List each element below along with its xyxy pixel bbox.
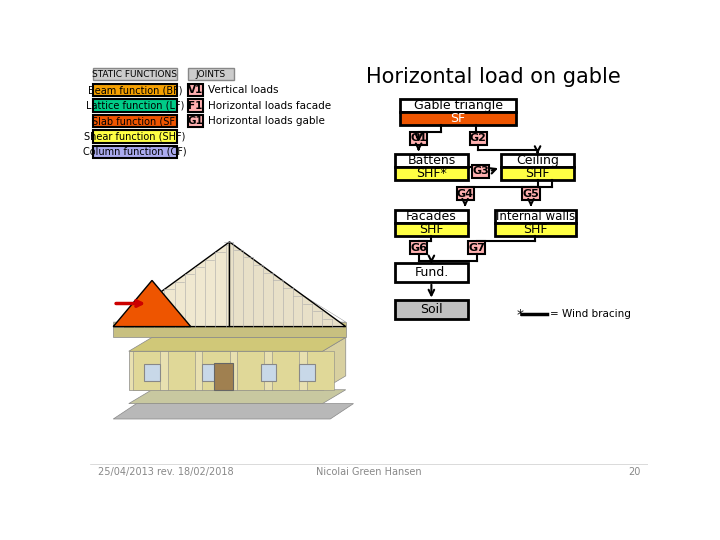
- Bar: [395, 167, 468, 180]
- Bar: [395, 222, 468, 236]
- Text: Battens: Battens: [408, 154, 456, 167]
- Text: Horizontal load on gable: Horizontal load on gable: [366, 67, 621, 87]
- Bar: [500, 167, 575, 180]
- Bar: [500, 154, 575, 167]
- Polygon shape: [129, 338, 346, 351]
- Text: SHF*: SHF*: [416, 167, 447, 180]
- Bar: [472, 165, 489, 178]
- Text: G4: G4: [456, 189, 474, 199]
- Bar: [495, 210, 576, 222]
- Bar: [93, 68, 177, 80]
- Text: = Wind bracing: = Wind bracing: [550, 309, 631, 319]
- Text: 20: 20: [628, 467, 640, 477]
- Bar: [272, 351, 300, 390]
- Text: SF: SF: [451, 112, 466, 125]
- Text: Fund.: Fund.: [414, 266, 449, 279]
- Bar: [93, 146, 177, 158]
- Bar: [395, 154, 468, 167]
- Text: G2: G2: [470, 133, 487, 143]
- Bar: [168, 351, 194, 390]
- Polygon shape: [129, 390, 346, 403]
- Bar: [395, 300, 468, 319]
- Text: JOINTS: JOINTS: [196, 70, 226, 78]
- Bar: [93, 84, 177, 96]
- Text: Ceiling: Ceiling: [516, 154, 559, 167]
- Text: Column function (CF): Column function (CF): [83, 147, 186, 157]
- Text: Slab function (SF): Slab function (SF): [91, 116, 179, 126]
- Text: Nicolai Green Hansen: Nicolai Green Hansen: [316, 467, 422, 477]
- Text: G7: G7: [468, 242, 485, 253]
- Bar: [410, 132, 427, 145]
- Bar: [400, 99, 516, 112]
- Text: G1: G1: [187, 116, 203, 126]
- Text: *: *: [516, 308, 523, 322]
- Text: Gable triangle: Gable triangle: [413, 99, 503, 112]
- Text: Beam function (BF): Beam function (BF): [88, 85, 182, 95]
- Bar: [456, 187, 474, 200]
- Polygon shape: [323, 338, 346, 390]
- Text: G6: G6: [410, 242, 427, 253]
- Text: Vertical loads: Vertical loads: [208, 85, 279, 95]
- Polygon shape: [230, 242, 346, 327]
- Bar: [188, 99, 203, 112]
- Text: V1: V1: [188, 85, 203, 95]
- Bar: [93, 130, 177, 143]
- Polygon shape: [113, 403, 354, 419]
- Bar: [93, 115, 177, 127]
- Bar: [300, 363, 315, 381]
- Bar: [400, 112, 516, 125]
- Bar: [202, 363, 218, 381]
- Polygon shape: [113, 242, 230, 327]
- Bar: [188, 84, 203, 96]
- Text: G1: G1: [410, 133, 427, 143]
- Bar: [202, 351, 230, 390]
- Polygon shape: [113, 322, 346, 338]
- Text: G5: G5: [523, 189, 539, 199]
- Bar: [238, 351, 264, 390]
- Bar: [395, 210, 468, 222]
- Bar: [188, 68, 234, 80]
- Text: Soil: Soil: [420, 303, 443, 316]
- Bar: [410, 241, 427, 254]
- Bar: [144, 363, 160, 381]
- Bar: [469, 132, 487, 145]
- Bar: [188, 115, 203, 127]
- Bar: [523, 187, 539, 200]
- Text: 25/04/2013 rev. 18/02/2018: 25/04/2013 rev. 18/02/2018: [98, 467, 233, 477]
- Text: SHF: SHF: [523, 222, 547, 235]
- Text: Horizontal loads gable: Horizontal loads gable: [208, 116, 325, 126]
- Text: Internal walls: Internal walls: [495, 210, 575, 222]
- Text: SHF: SHF: [526, 167, 550, 180]
- Text: Facades: Facades: [406, 210, 456, 222]
- Bar: [495, 222, 576, 236]
- Text: SHF: SHF: [419, 222, 444, 235]
- Polygon shape: [129, 351, 323, 390]
- Text: G3: G3: [472, 166, 489, 177]
- Text: Shear function (SHF): Shear function (SHF): [84, 131, 186, 141]
- Bar: [93, 99, 177, 112]
- Polygon shape: [113, 280, 191, 327]
- Bar: [261, 363, 276, 381]
- Bar: [214, 363, 233, 390]
- Bar: [132, 351, 160, 390]
- Text: STATIC FUNCTIONS: STATIC FUNCTIONS: [92, 70, 177, 78]
- Text: Lattice function (LF): Lattice function (LF): [86, 100, 184, 111]
- Bar: [307, 351, 334, 390]
- Bar: [468, 241, 485, 254]
- Text: F1: F1: [188, 100, 202, 111]
- Text: Horizontal loads facade: Horizontal loads facade: [208, 100, 331, 111]
- Bar: [395, 264, 468, 282]
